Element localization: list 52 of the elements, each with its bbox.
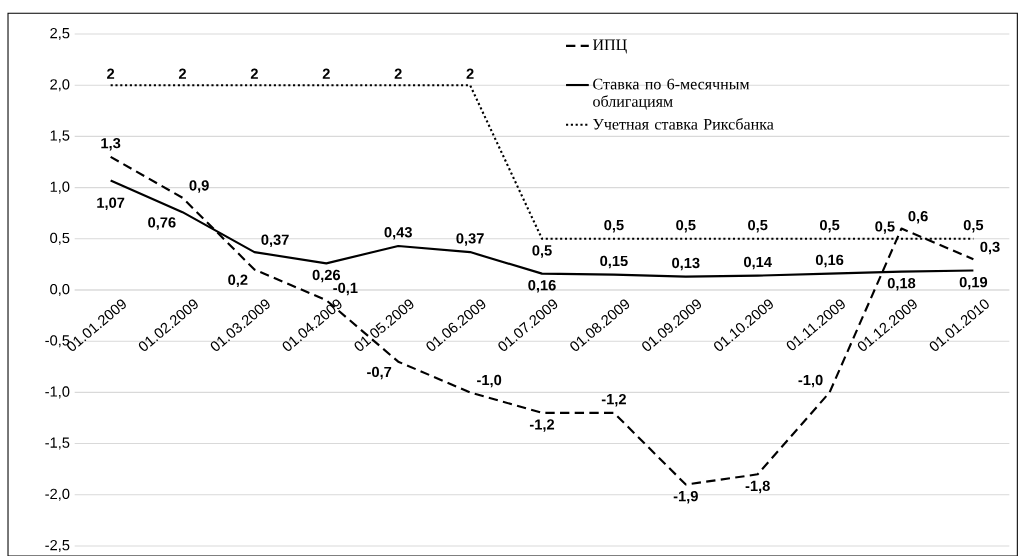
y-tick-label: 0,0 — [50, 283, 70, 297]
y-tick-label: 1,0 — [50, 181, 70, 194]
data-label: 0,19 — [959, 276, 988, 290]
data-label: 0,14 — [744, 256, 772, 270]
data-label: 0,2 — [228, 274, 248, 288]
data-label: -1,2 — [529, 419, 555, 432]
y-tick-label: 2,0 — [50, 79, 70, 92]
y-tick-label: -1,0 — [45, 386, 70, 399]
data-label: 0,13 — [672, 257, 700, 271]
y-tick-label: 2,5 — [50, 27, 70, 41]
data-label: 2 — [250, 68, 258, 79]
data-label: 0,5 — [604, 219, 624, 233]
data-label: 0,37 — [456, 233, 484, 246]
y-tick-label: -1,5 — [45, 437, 70, 450]
data-label: 0,16 — [528, 280, 556, 293]
data-label: -1,8 — [745, 480, 770, 494]
data-label: -1,2 — [601, 393, 626, 407]
data-label: 0,26 — [312, 269, 341, 283]
data-label: 2 — [178, 68, 187, 79]
y-tick-label: -2,5 — [45, 539, 70, 553]
y-tick-label: 1,5 — [50, 130, 70, 143]
y-tick-label: -2,0 — [45, 488, 70, 501]
data-label: 0,16 — [815, 254, 844, 268]
data-label: 0,6 — [908, 210, 928, 224]
data-label: 1,3 — [101, 137, 121, 151]
data-label: 0,5 — [963, 219, 984, 233]
data-label: 2 — [394, 68, 402, 79]
data-label: 2 — [322, 68, 330, 79]
legend-label: Ставка по 6-месячным облигациям — [593, 78, 750, 110]
data-label: 2 — [466, 68, 474, 79]
data-label: -0,1 — [333, 282, 358, 296]
data-label: 0,5 — [676, 219, 696, 233]
data-label: 0,43 — [384, 227, 412, 240]
legend-label: Учетная ставка Риксбанка — [593, 117, 774, 130]
data-label: 0,18 — [887, 277, 916, 291]
data-label: -1,0 — [477, 374, 502, 388]
data-label: 2 — [107, 68, 115, 79]
data-label: 0,5 — [819, 219, 840, 233]
data-label: -1,0 — [798, 374, 823, 388]
data-label: -0,7 — [367, 366, 392, 380]
data-label: -1,9 — [673, 490, 698, 504]
data-label: 0,37 — [261, 234, 289, 248]
data-label: 0,9 — [189, 180, 209, 193]
data-label: 0,5 — [532, 245, 552, 258]
data-label: 0,5 — [748, 219, 768, 233]
y-tick-label: 0,5 — [50, 232, 70, 245]
data-label: 0,76 — [148, 217, 176, 230]
data-label: 1,07 — [97, 197, 125, 211]
data-label: 0,5 — [875, 221, 895, 234]
data-label: 0,15 — [600, 255, 628, 269]
data-label: 0,3 — [980, 241, 1000, 255]
legend-label: ИПЦ — [592, 39, 627, 54]
